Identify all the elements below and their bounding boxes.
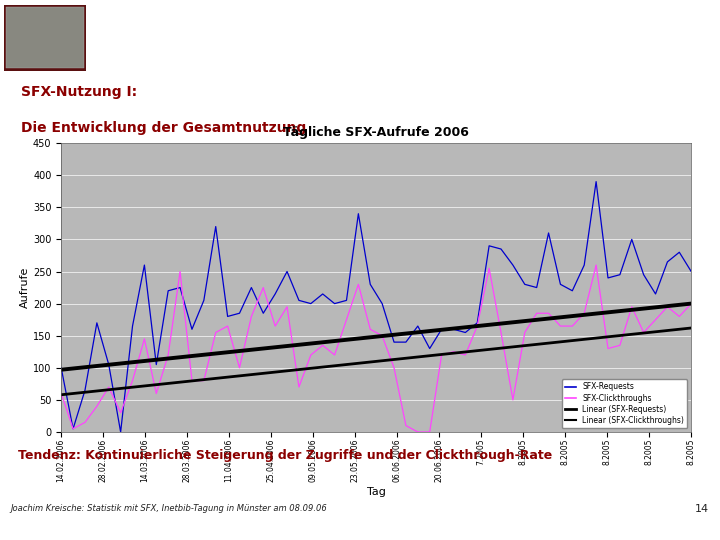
Text: LANDESBIBLIOTHEK: LANDESBIBLIOTHEK xyxy=(585,35,662,40)
SFX-Clickthroughs xyxy=(294,384,303,390)
SFX-Requests xyxy=(592,178,600,185)
Text: SFX-Nutzung I:: SFX-Nutzung I: xyxy=(22,85,138,99)
SFX-Requests xyxy=(117,429,125,435)
Line: SFX-Requests: SFX-Requests xyxy=(61,181,691,432)
X-axis label: Tag: Tag xyxy=(366,488,386,497)
SFX-Requests xyxy=(437,326,446,333)
SFX-Clickthroughs xyxy=(437,352,446,358)
Text: UNIVERSITÄTS- UND: UNIVERSITÄTS- UND xyxy=(583,19,662,26)
SFX-Requests xyxy=(687,268,696,275)
Text: Statistik mit SFX.: Statistik mit SFX. xyxy=(112,28,331,48)
Y-axis label: Aufrufe: Aufrufe xyxy=(20,267,30,308)
SFX-Clickthroughs xyxy=(592,262,600,268)
SFX-Clickthroughs xyxy=(497,329,505,336)
SFX-Clickthroughs xyxy=(57,390,66,397)
SFX-Requests xyxy=(57,364,66,371)
SFX-Requests xyxy=(413,323,422,329)
Text: Tendenz: Kontinuierliche Steigerung der Zugriffe und der Clickthrough-Rate: Tendenz: Kontinuierliche Steigerung der … xyxy=(18,449,552,462)
SFX-Requests xyxy=(307,300,315,307)
Text: ◆: ◆ xyxy=(554,28,569,47)
SFX-Requests xyxy=(176,284,184,291)
SFX-Clickthroughs xyxy=(449,348,458,355)
Legend: SFX-Requests, SFX-Clickthroughs, Linear (SFX-Requests), Linear (SFX-Clickthrough: SFX-Requests, SFX-Clickthroughs, Linear … xyxy=(562,379,688,428)
Text: DÜSSELDORF: DÜSSELDORF xyxy=(611,49,662,56)
Title: Tägliche SFX-Aufrufe 2006: Tägliche SFX-Aufrufe 2006 xyxy=(283,126,469,139)
SFX-Clickthroughs xyxy=(687,300,696,307)
Text: 14: 14 xyxy=(695,504,709,514)
Bar xyxy=(4,4,86,71)
SFX-Clickthroughs xyxy=(402,422,410,429)
SFX-Clickthroughs xyxy=(164,352,173,358)
Line: SFX-Clickthroughs: SFX-Clickthroughs xyxy=(61,265,691,432)
SFX-Requests xyxy=(497,246,505,252)
Text: Die Entwicklung der Gesamtnutzung: Die Entwicklung der Gesamtnutzung xyxy=(22,121,307,135)
SFX-Clickthroughs xyxy=(413,429,422,435)
Text: Joachim Kreische: Statistik mit SFX, Inetbib-Tagung in Münster am 08.09.06: Joachim Kreische: Statistik mit SFX, Ine… xyxy=(11,504,328,514)
Bar xyxy=(6,7,84,68)
SFX-Requests xyxy=(449,326,458,333)
